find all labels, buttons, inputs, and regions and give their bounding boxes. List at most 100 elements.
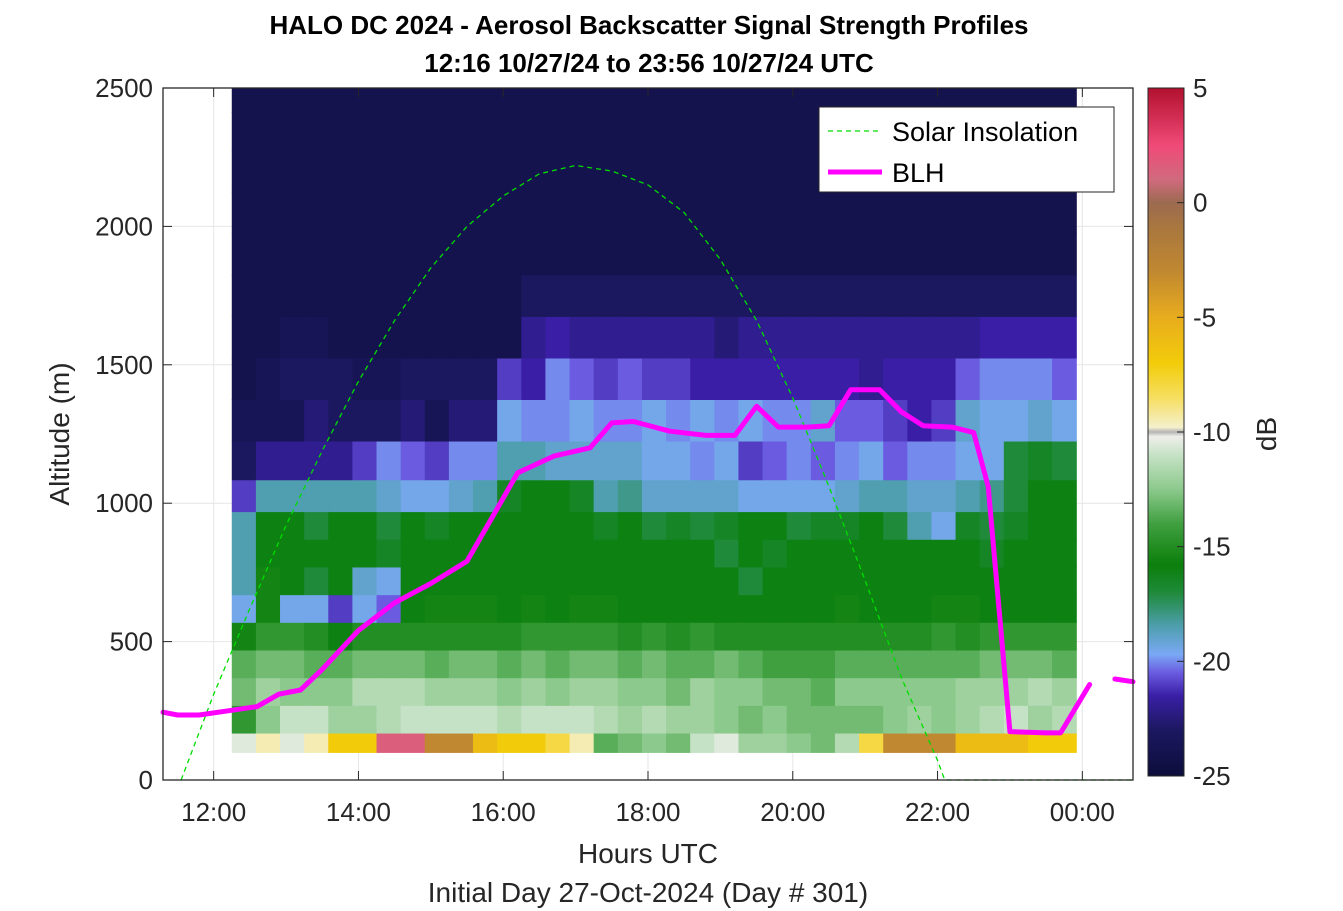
- heatmap-cell: [762, 566, 788, 596]
- heatmap-cell: [1052, 191, 1077, 234]
- heatmap-cell: [424, 357, 450, 400]
- heatmap-cell: [738, 88, 764, 113]
- heatmap-cell: [810, 594, 836, 623]
- heatmap-cell: [255, 191, 281, 234]
- heatmap-cell: [666, 233, 691, 276]
- heatmap-cell: [955, 622, 981, 651]
- heatmap-cell: [473, 622, 498, 651]
- heatmap-cell: [448, 357, 474, 400]
- heatmap-cell: [714, 274, 740, 317]
- heatmap-cell: [641, 88, 667, 113]
- heatmap-cell: [762, 112, 788, 151]
- heatmap-cell: [473, 357, 498, 400]
- chart-title: HALO DC 2024 - Aerosol Backscatter Signa…: [269, 10, 1028, 40]
- heatmap-cell: [473, 88, 498, 113]
- heatmap-cell: [593, 88, 619, 113]
- heatmap-cell: [666, 649, 691, 679]
- heatmap-cell: [883, 316, 908, 359]
- heatmap-cell: [593, 732, 619, 753]
- heatmap-cell: [666, 479, 691, 513]
- heatmap-cell: [666, 511, 691, 540]
- heatmap-cell: [617, 594, 643, 623]
- heatmap-cell: [1027, 399, 1053, 442]
- heatmap-cell: [1052, 399, 1077, 442]
- heatmap-cell: [931, 274, 957, 317]
- heatmap-cell: [641, 622, 667, 651]
- heatmap-cell: [424, 88, 450, 113]
- legend: Solar Insolation BLH: [818, 106, 1115, 193]
- heatmap-cell: [907, 732, 933, 753]
- blh-line: [160, 387, 1093, 736]
- heatmap-cell: [979, 357, 1005, 400]
- heatmap-cell: [328, 316, 354, 359]
- heatmap-cell: [859, 732, 884, 753]
- heatmap-cell: [859, 479, 884, 513]
- heatmap-cell: [280, 705, 305, 734]
- heatmap-cell: [545, 191, 571, 234]
- heatmap-cell: [738, 440, 764, 481]
- heatmap-cell: [641, 539, 667, 568]
- heatmap-cell: [738, 594, 764, 623]
- heatmap-cell: [328, 357, 354, 400]
- heatmap-cell: [786, 316, 812, 359]
- heatmap-cell: [400, 191, 426, 234]
- heatmap-cell: [1003, 274, 1029, 317]
- heatmap-cell: [497, 594, 522, 623]
- y-tick-label: 0: [139, 765, 153, 795]
- heatmap-cell: [521, 316, 547, 359]
- heatmap-cell: [931, 511, 957, 540]
- heatmap-cell: [859, 622, 884, 651]
- heatmap-cell: [376, 539, 402, 568]
- y-tick-label: 2000: [95, 211, 153, 241]
- heatmap-cell: [328, 649, 354, 679]
- heatmap-cell: [400, 88, 426, 113]
- heatmap-cell: [666, 88, 691, 113]
- heatmap-cell: [352, 233, 378, 276]
- heatmap-cell: [376, 150, 402, 193]
- legend-solar-label: Solar Insolation: [892, 117, 1078, 147]
- heatmap-cell: [376, 88, 402, 113]
- heatmap-cell: [593, 479, 619, 513]
- heatmap-cell: [666, 357, 691, 400]
- heatmap-cell: [231, 479, 257, 513]
- heatmap-cell: [448, 88, 474, 113]
- heatmap-cell: [328, 233, 354, 276]
- heatmap-cell: [1052, 566, 1077, 596]
- heatmap-cell: [473, 440, 498, 481]
- heatmap-cell: [497, 274, 522, 317]
- heatmap-cell: [280, 150, 305, 193]
- heatmap-cell: [497, 677, 522, 706]
- heatmap-cell: [883, 511, 908, 540]
- heatmap-cell: [376, 622, 402, 651]
- heatmap-cell: [569, 479, 595, 513]
- heatmap-cell: [593, 511, 619, 540]
- heatmap-cell: [521, 539, 547, 568]
- heatmap-cell: [617, 705, 643, 734]
- heatmap-cell: [714, 594, 740, 623]
- heatmap-cell: [641, 399, 667, 442]
- heatmap-cell: [280, 399, 305, 442]
- heatmap-cell: [641, 705, 667, 734]
- heatmap-cell: [714, 233, 740, 276]
- heatmap-cell: [762, 511, 788, 540]
- heatmap-cell: [424, 677, 450, 706]
- heatmap-cell: [786, 732, 812, 753]
- heatmap-cell: [497, 622, 522, 651]
- heatmap-cell: [569, 539, 595, 568]
- heatmap-cell: [521, 649, 547, 679]
- heatmap-cell: [690, 357, 715, 400]
- legend-box: [818, 106, 1115, 193]
- heatmap-cell: [762, 539, 788, 568]
- heatmap-cell: [376, 233, 402, 276]
- heatmap-cell: [786, 274, 812, 317]
- heatmap-cell: [328, 594, 354, 623]
- heatmap-cell: [834, 233, 860, 276]
- heatmap-cell: [666, 274, 691, 317]
- heatmap-cell: [231, 233, 257, 276]
- heatmap-cell: [786, 511, 812, 540]
- heatmap-cell: [690, 316, 715, 359]
- heatmap-cell: [473, 399, 498, 442]
- heatmap-cell: [448, 233, 474, 276]
- heatmap-cell: [352, 357, 378, 400]
